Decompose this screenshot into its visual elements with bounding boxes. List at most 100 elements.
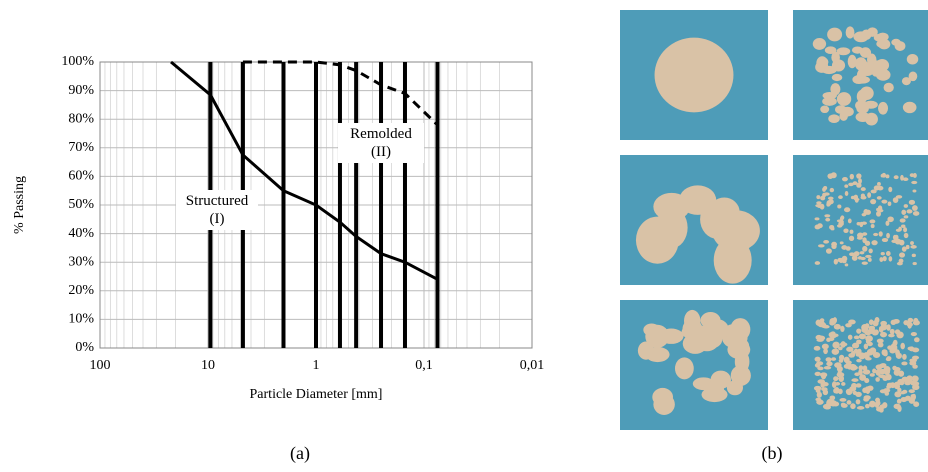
particle — [898, 258, 904, 264]
y-axis-label: % Passing — [12, 176, 27, 234]
particle — [885, 220, 890, 226]
particle — [853, 251, 860, 257]
particle — [865, 112, 878, 126]
particle — [824, 46, 837, 54]
particle — [812, 37, 827, 50]
particle — [908, 397, 915, 404]
particle — [887, 216, 894, 223]
particle — [875, 69, 891, 81]
particle — [856, 328, 862, 334]
particle — [841, 106, 854, 117]
particle — [821, 343, 829, 350]
particle — [828, 114, 840, 124]
particle — [710, 370, 731, 389]
particle — [851, 378, 859, 382]
particle — [842, 176, 848, 182]
particle — [880, 320, 888, 326]
particle — [894, 391, 902, 398]
particle — [816, 338, 824, 342]
particle — [850, 195, 856, 200]
y-tick-label: 80% — [68, 111, 94, 126]
particle — [892, 365, 897, 371]
particle — [902, 353, 907, 360]
particle — [843, 228, 849, 233]
particle — [654, 37, 734, 113]
particle — [911, 253, 916, 258]
particle — [859, 63, 875, 76]
particle — [875, 364, 883, 370]
particle — [868, 248, 873, 254]
particle — [824, 405, 831, 410]
particle — [826, 399, 832, 406]
series-annotation: Remolded (II) — [338, 123, 424, 163]
particle — [832, 317, 838, 324]
particle — [912, 381, 920, 387]
particle — [903, 204, 909, 208]
particle — [912, 173, 917, 178]
y-tick-label: 100% — [61, 54, 94, 69]
particle — [885, 174, 890, 179]
particle — [894, 41, 906, 52]
particle — [846, 400, 852, 405]
particle — [886, 382, 894, 387]
particle — [910, 394, 916, 399]
y-tick-label: 70% — [68, 140, 94, 155]
particle — [876, 338, 884, 344]
particle — [902, 177, 909, 182]
particle — [913, 401, 920, 407]
particle — [848, 319, 856, 325]
particle — [823, 366, 832, 370]
particle — [885, 250, 891, 256]
particle — [913, 317, 919, 324]
particle — [865, 356, 872, 361]
particle — [820, 372, 827, 380]
particle — [831, 241, 838, 247]
particle — [825, 248, 832, 254]
particle — [844, 263, 849, 267]
particle — [890, 319, 897, 325]
x-tick-label: 10 — [201, 358, 215, 373]
x-tick-label: 0,1 — [415, 358, 433, 373]
particle — [868, 400, 876, 408]
particle — [871, 240, 878, 246]
particle — [822, 192, 827, 198]
particle — [814, 356, 821, 362]
particle — [903, 232, 909, 239]
y-tick-label: 10% — [68, 312, 94, 327]
particle — [865, 254, 872, 258]
particle — [822, 91, 837, 100]
particle — [820, 105, 830, 114]
particle — [872, 352, 881, 358]
particle — [831, 51, 840, 63]
particle — [879, 407, 884, 413]
particle — [838, 346, 843, 351]
particle — [836, 219, 844, 223]
particle — [912, 205, 918, 211]
particle — [841, 245, 848, 250]
particle — [829, 29, 839, 37]
particle — [825, 217, 831, 222]
y-tick-label: 0% — [75, 340, 94, 355]
x-tick-label: 1 — [313, 358, 320, 373]
particle — [721, 213, 759, 246]
particle — [912, 364, 918, 369]
particle — [865, 403, 870, 409]
particle — [899, 252, 906, 258]
particle — [874, 316, 880, 324]
particle — [852, 390, 858, 396]
particle — [849, 173, 855, 180]
particle — [856, 358, 862, 363]
series-annotation: Structured (I) — [176, 190, 258, 230]
particle — [821, 381, 829, 387]
particle — [886, 356, 892, 361]
particle — [910, 245, 917, 249]
particle — [865, 339, 871, 344]
particle — [856, 236, 863, 240]
particle — [841, 382, 846, 386]
particle — [822, 324, 830, 329]
particle — [859, 86, 874, 100]
particle — [828, 199, 834, 205]
particle — [888, 186, 893, 193]
particle — [900, 224, 906, 228]
particle — [823, 240, 830, 244]
